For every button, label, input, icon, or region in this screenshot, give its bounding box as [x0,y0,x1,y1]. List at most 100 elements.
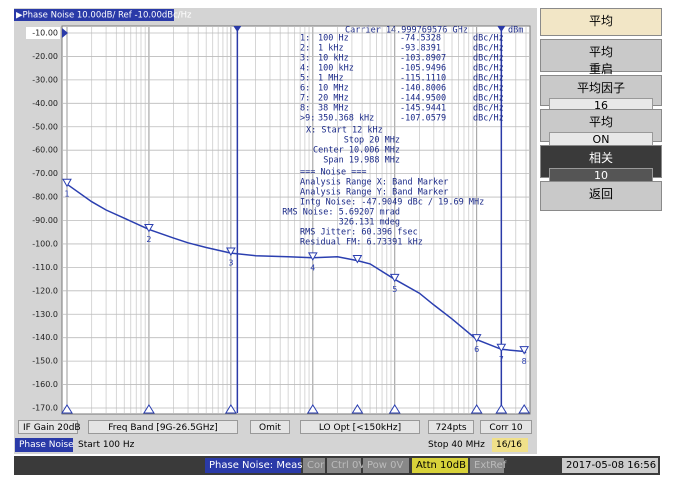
marker [519,346,530,355]
softkey-value: 重启 [588,62,613,76]
ref-highlight [26,27,60,39]
status-field: 16/16 [492,438,528,452]
marker-table-cell: 1: [300,34,310,44]
marker-table-cell: -145.9441 [400,104,446,114]
y-tick-label: -140.0 [32,333,58,342]
y-tick-label: -50.00 [32,122,58,131]
softkey[interactable]: 平均因子 16 [540,75,662,113]
status-field: Freq Band [9G-26.5GHz] [88,420,238,434]
marker-table-cell: 20 MHz [318,94,349,104]
marker-table-cell: 1 MHz [318,74,344,84]
marker-label: 8 [522,357,527,366]
marker-table-cell: dBc/Hz [473,94,504,104]
noise-line: === Noise === [300,168,367,178]
marker-table-cell: 1 kHz [318,44,344,54]
y-tick-label: -70.00 [32,169,58,178]
marker-label: 6 [474,345,479,354]
noise-line: RMS Jitter: 60.396 fsec [300,228,418,238]
marker-table-cell: -107.0579 [400,114,446,124]
marker-table-cell: dBc/Hz [473,84,504,94]
marker [144,223,154,233]
axis-marker [306,404,319,414]
marker-table-cell: 38 MHz [318,104,349,114]
marker [496,343,507,353]
marker-table-cell: -93.8391 [400,44,441,54]
marker-table-cell: dBc/Hz [473,34,504,44]
noise-line: Residual FM: 6.73391 kHz [300,238,423,248]
softkey[interactable]: 平均 [540,8,662,36]
marker-label: 2 [146,235,151,244]
marker-table-cell: -74.5328 [400,34,441,44]
span-line: Span 19.988 MHz [323,156,400,166]
marker-table-cell: dBc/Hz [473,54,504,64]
noise-line: 326.131 mdeg [339,218,400,228]
marker-table-cell: 100 kHz [318,64,354,74]
marker [471,334,482,343]
noise-line: Intg Noise: -47.9049 dBc / 19.69 MHz [300,198,484,208]
marker-table-cell: dBc/Hz [473,114,504,124]
band-flag [497,26,506,32]
marker-table-cell: 10 kHz [318,54,349,64]
y-tick-label: -130.0 [32,310,58,319]
status-field: ExtRef [470,458,506,473]
status-field: 724pts [428,420,474,434]
softkey[interactable]: 返回 [540,181,662,211]
status-field: Corr 10 [480,420,532,434]
y-tick-label: -60.00 [32,146,58,155]
noise-line: RMS Noise: 5.69207 mrad [282,208,400,218]
softkey[interactable]: 平均 ON [540,109,662,147]
marker-table-cell: 6: [300,84,310,94]
marker-table-cell: -140.8006 [400,84,446,94]
marker-table-cell: 8: [300,104,310,114]
axis-marker [388,404,401,414]
axis-marker [470,404,483,414]
status-field: Attn 10dB [412,458,468,473]
softkey-label: 平均 [588,14,613,28]
softkey[interactable]: 相关 10 [540,145,662,183]
softkey-label: 平均因子 [576,81,625,95]
axis-marker [351,404,364,414]
y-tick-label: -10.00 [32,29,58,38]
axis-marker [518,404,531,414]
plot-area [61,25,531,415]
status-field: Pow 0V [363,458,409,473]
status-field: Start 100 Hz [78,440,135,450]
marker-table-cell: -144.9500 [400,94,446,104]
axis-marker [61,404,73,414]
span-line: Center 10.006 MHz [313,146,400,156]
axis-marker [143,404,155,414]
marker-table-cell: 10 MHz [318,84,349,94]
status-field: Ctrl 0V [327,458,365,473]
softkey[interactable]: 平均 重启 [540,39,662,76]
ref-arrow [62,28,68,38]
marker-table-cell: 3: [300,54,310,64]
axis-marker [224,404,237,414]
marker-table-cell: -105.9496 [400,64,446,74]
band-flag [233,26,242,32]
marker-table-cell: 4: [300,64,310,74]
marker [389,273,400,283]
softkey-label: 平均 [588,115,613,129]
status-field: Stop 40 MHz [428,440,485,450]
softkey-label: 返回 [588,187,613,201]
marker-table-cell: dBc/Hz [473,104,504,114]
title-bar [14,9,174,21]
span-line: Stop 20 MHz [344,136,400,146]
carrier: Carrier 14.999769576 GHz [345,26,468,36]
marker-table-cell: dBc/Hz [473,74,504,84]
noise-line: Analysis Range X: Band Marker [300,178,448,188]
marker [62,178,72,188]
plot-panel: ▶Phase Noise 10.00dB/ Ref -10.00dBc/Hz C… [14,8,537,418]
status-field: IF Gain 20dB [18,420,81,434]
title: ▶Phase Noise 10.00dB/ Ref -10.00dBc/Hz [16,11,192,21]
marker-table-cell: -103.8907 [400,54,446,64]
marker-label: 1 [64,190,69,199]
marker-table-cell: 7: [300,94,310,104]
marker-label: 7 [499,355,504,364]
status-field: LO Opt [<150kHz] [300,420,420,434]
marker-table-cell: 100 Hz [318,34,349,44]
softkey-label: 平均 [588,45,613,59]
marker-label: 3 [228,259,233,268]
y-tick-label: -170.0 [32,404,58,413]
